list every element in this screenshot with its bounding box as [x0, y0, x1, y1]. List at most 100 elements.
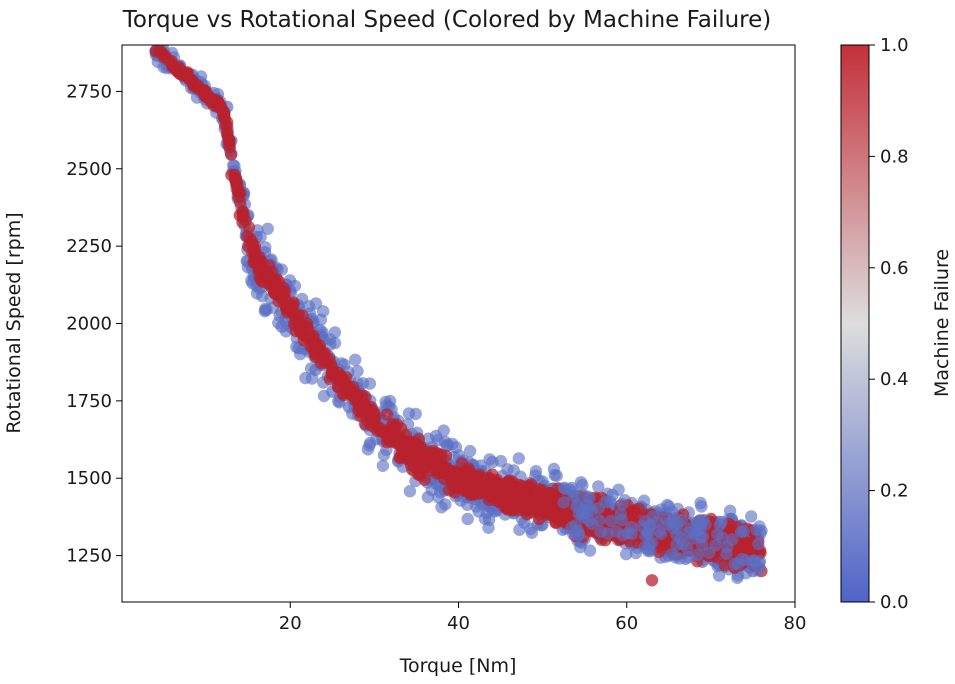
scatter-point-failure — [183, 72, 196, 86]
scatter-point-failure — [225, 168, 238, 182]
y-tick-label: 2750 — [66, 81, 112, 102]
scatter-point-failure — [532, 483, 545, 496]
scatter-point-no-failure — [470, 500, 483, 513]
scatter-point-no-failure — [583, 491, 596, 504]
scatter-point-failure — [486, 481, 499, 494]
scatter-point-no-failure — [666, 547, 679, 561]
scatter-point-no-failure — [652, 525, 666, 538]
scatter-point-no-failure — [422, 432, 435, 445]
scatter-point-no-failure — [572, 507, 586, 521]
scatter-point-failure — [504, 501, 517, 515]
scatter-point-no-failure — [620, 547, 633, 561]
scatter-point-no-failure — [726, 533, 739, 546]
scatter-point-no-failure — [461, 512, 474, 526]
scatter-point-no-failure — [558, 482, 571, 495]
scatter-point-failure — [332, 380, 346, 393]
scatter-point-no-failure — [715, 515, 728, 529]
scatter-point-failure — [267, 280, 280, 293]
scatter-point-no-failure — [691, 548, 704, 561]
scatter-point-failure — [250, 252, 263, 265]
scatter-point-no-failure — [694, 496, 707, 510]
x-tick-label: 40 — [447, 613, 470, 634]
scatter-point-failure — [242, 239, 255, 253]
x-tick-label: 20 — [279, 613, 302, 634]
scatter-point-failure — [418, 450, 432, 463]
scatter-point-no-failure — [463, 444, 477, 458]
scatter-point-failure — [471, 487, 485, 500]
colorbar-tick-label: 0.2 — [880, 481, 909, 502]
scatter-point-failure — [502, 485, 516, 499]
scatter-point-failure — [549, 515, 562, 529]
scatter-point-no-failure — [670, 538, 683, 551]
scatter-point-no-failure — [615, 513, 628, 527]
scatter-point-failure — [502, 474, 515, 488]
colorbar-tick-label: 0.0 — [880, 592, 909, 613]
x-tick-label: 80 — [784, 613, 807, 634]
scatter-point-no-failure — [647, 510, 660, 523]
scatter-point-no-failure — [748, 554, 761, 568]
scatter-point-failure — [401, 438, 415, 451]
scatter-point-failure — [334, 369, 347, 383]
scatter-point-no-failure — [601, 527, 614, 540]
scatter-point-failure — [380, 408, 394, 421]
scatter-point-no-failure — [572, 527, 585, 541]
scatter-point-no-failure — [709, 539, 722, 552]
x-tick-label: 60 — [615, 613, 638, 634]
scatter-point-no-failure — [644, 545, 657, 558]
scatter-point-failure — [233, 209, 246, 222]
scatter-point-no-failure — [349, 353, 362, 366]
scatter-point-no-failure — [671, 521, 684, 535]
scatter-point-no-failure — [275, 320, 288, 333]
scatter-point-failure — [371, 421, 384, 434]
scatter-point-no-failure — [604, 495, 617, 509]
scatter-point-no-failure — [752, 537, 765, 551]
scatter-point-no-failure — [363, 439, 376, 452]
points-layer — [149, 45, 768, 587]
scatter-point-failure — [223, 137, 236, 150]
scatter-point-failure — [457, 478, 470, 491]
scatter-point-no-failure — [261, 222, 274, 235]
scatter-point-no-failure — [256, 289, 269, 303]
scatter-point-failure — [435, 459, 448, 472]
scatter-point-no-failure — [720, 547, 733, 561]
scatter-point-failure — [166, 60, 179, 73]
scatter-point-failure — [385, 425, 398, 438]
x-axis-label: Torque [Nm] — [399, 655, 517, 677]
chart-title: Torque vs Rotational Speed (Colored by M… — [122, 7, 772, 33]
colorbar-tick-label: 1.0 — [880, 35, 909, 56]
scatter-point-failure — [284, 304, 297, 318]
colorbar-tick-label: 0.6 — [880, 258, 909, 279]
scatter-point-no-failure — [735, 525, 748, 538]
y-tick-label: 2500 — [66, 159, 112, 180]
scatter-point-failure — [317, 351, 331, 364]
scatter-point-no-failure — [328, 336, 342, 350]
scatter-point-no-failure — [376, 459, 390, 472]
scatter-point-failure — [358, 417, 372, 431]
scatter-point-no-failure — [557, 496, 570, 509]
scatter-point-no-failure — [309, 297, 323, 310]
y-axis-label: Rotational Speed [rpm] — [3, 212, 25, 433]
scatter-point-failure — [519, 490, 532, 503]
colorbar-axis: 0.0 0.2 0.4 0.6 0.8 1.0 — [869, 35, 909, 613]
scatter-point-no-failure — [694, 517, 708, 531]
scatter-point-no-failure — [593, 514, 606, 527]
scatter-point-no-failure — [440, 439, 453, 453]
scatter-point-no-failure — [583, 544, 597, 557]
colorbar-tick-label: 0.8 — [880, 146, 909, 167]
scatter-point-no-failure — [299, 371, 312, 385]
scatter-point-failure — [212, 100, 225, 114]
scatter-point-no-failure — [513, 523, 526, 536]
scatter-point-no-failure — [731, 557, 745, 571]
scatter-point-failure — [300, 329, 314, 343]
y-axis: 1250 1500 1750 2000 2250 2500 2750 — [66, 81, 122, 567]
scatter-point-no-failure — [431, 434, 445, 447]
scatter-point-failure — [368, 410, 381, 423]
y-tick-label: 1750 — [66, 391, 112, 412]
scatter-point-failure — [519, 504, 532, 517]
y-tick-label: 2000 — [66, 314, 112, 335]
scatter-point-failure — [221, 116, 234, 129]
scatter-point-failure — [738, 543, 751, 556]
scatter-point-no-failure — [409, 407, 422, 421]
scatter-point-no-failure — [625, 527, 639, 540]
